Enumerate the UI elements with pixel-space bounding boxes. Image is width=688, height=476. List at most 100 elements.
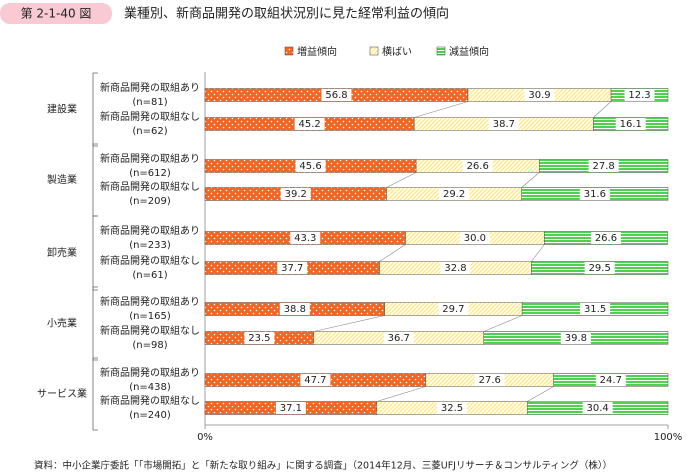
category-label: (n=81): [132, 97, 167, 108]
category-label: (n=612): [129, 168, 171, 179]
value-label: 27.6: [479, 375, 501, 386]
connector-line: [376, 386, 426, 402]
legend-swatch: [369, 46, 379, 56]
category-label: (n=62): [132, 126, 167, 137]
connector-line: [379, 244, 406, 262]
source-note: 資料：中小企業庁委託「「市場開拓」と「新たな取り組み」に関する調査」（2014年…: [34, 460, 612, 472]
value-label: 31.5: [584, 304, 606, 315]
value-label: 24.7: [600, 375, 622, 386]
value-label: 16.1: [620, 119, 642, 130]
value-label: 32.8: [444, 263, 466, 274]
value-label: 45.2: [299, 119, 321, 130]
label-bg: [440, 262, 471, 274]
group-label: 小売業: [47, 317, 77, 330]
connector-line: [313, 315, 385, 332]
category-label: 新商品開発の取組あり: [100, 152, 200, 165]
group-bracket: [92, 215, 98, 291]
value-label: 39.2: [285, 189, 307, 200]
label-bg: [279, 303, 310, 315]
label-bg: [294, 118, 325, 130]
value-label: 43.3: [294, 233, 316, 244]
category-label: 新商品開発の取組あり: [100, 81, 200, 94]
label-bg: [383, 332, 414, 344]
label-bg: [488, 118, 519, 130]
value-label: 29.2: [443, 189, 465, 200]
value-label: 45.6: [299, 161, 321, 172]
value-label: 38.7: [493, 119, 515, 130]
category-label: (n=209): [129, 196, 171, 207]
label-bg: [321, 89, 352, 101]
category-label: (n=98): [132, 340, 167, 351]
group-label: 卸売業: [47, 246, 77, 259]
legend-label: 減益傾向: [449, 45, 489, 58]
label-bg: [280, 188, 311, 200]
connector-line: [593, 101, 612, 118]
value-label: 32.5: [441, 403, 463, 414]
label-bg: [290, 232, 321, 244]
x-tick-label: 100%: [654, 432, 683, 443]
legend-label: 増益傾向: [297, 45, 337, 58]
value-label: 37.7: [281, 263, 303, 274]
figure-badge: [0, 3, 112, 24]
x-tick-label: 0%: [197, 432, 213, 443]
label-bg: [277, 262, 308, 274]
figure-label: 第 2-1-40 図: [21, 7, 92, 21]
category-label: 新商品開発の取組なし: [100, 254, 200, 267]
value-label: 31.6: [584, 189, 606, 200]
group-bracket: [92, 286, 98, 361]
legend-swatch: [436, 46, 446, 56]
category-label: (n=240): [129, 410, 171, 421]
legend-label: 横ばい: [382, 45, 412, 58]
connector-line: [531, 244, 545, 262]
label-bg: [474, 374, 505, 386]
value-label: 27.8: [593, 161, 615, 172]
connector-line: [483, 315, 523, 332]
connector-line: [414, 101, 469, 118]
value-label: 37.1: [280, 403, 302, 414]
label-bg: [459, 232, 490, 244]
label-bg: [560, 332, 591, 344]
group-bracket: [92, 72, 98, 147]
label-bg: [579, 188, 610, 200]
value-label: 29.5: [589, 263, 611, 274]
group-bracket: [92, 357, 98, 431]
value-label: 47.7: [304, 375, 326, 386]
label-bg: [300, 374, 331, 386]
label-bg: [584, 262, 615, 274]
label-bg: [524, 89, 555, 101]
category-label: (n=233): [129, 240, 171, 251]
label-bg: [624, 89, 655, 101]
group-label: 建設業: [47, 103, 77, 116]
label-bg: [462, 160, 493, 172]
group-bracket: [92, 143, 98, 217]
value-label: 38.8: [284, 304, 306, 315]
category-label: 新商品開発の取組なし: [100, 110, 200, 123]
value-label: 12.3: [628, 90, 650, 101]
value-label: 30.0: [464, 233, 486, 244]
value-label: 26.6: [595, 233, 617, 244]
group-label: サービス業: [37, 387, 87, 400]
label-bg: [438, 303, 469, 315]
category-label: (n=165): [129, 311, 171, 322]
label-bg: [588, 160, 619, 172]
label-bg: [275, 402, 306, 414]
category-label: (n=61): [132, 270, 167, 281]
value-label: 30.4: [586, 403, 608, 414]
category-label: 新商品開発の取組なし: [100, 394, 200, 407]
category-label: 新商品開発の取組なし: [100, 324, 200, 337]
value-label: 29.7: [442, 304, 464, 315]
category-label: 新商品開発の取組あり: [100, 366, 200, 379]
label-bg: [580, 303, 611, 315]
label-bg: [582, 402, 613, 414]
connector-line: [521, 172, 540, 188]
chart-title: 業種別、新商品開発の取組状況別に見た経常利益の傾向: [124, 6, 449, 22]
label-bg: [590, 232, 621, 244]
connector-line: [527, 386, 554, 402]
legend-swatch: [284, 46, 294, 56]
category-label: (n=438): [129, 382, 171, 393]
label-bg: [244, 332, 275, 344]
value-label: 39.8: [565, 333, 587, 344]
value-label: 36.7: [388, 333, 410, 344]
label-bg: [437, 402, 468, 414]
